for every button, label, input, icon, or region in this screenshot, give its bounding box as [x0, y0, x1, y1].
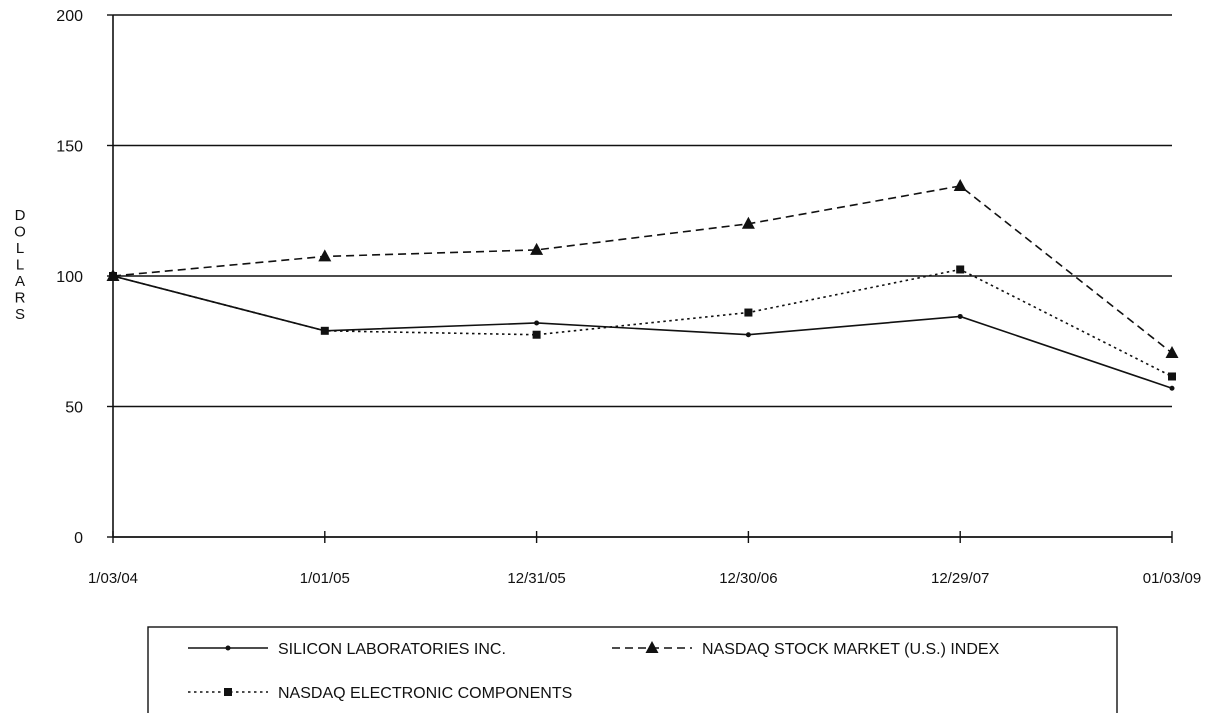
data-point-series-3	[109, 272, 117, 280]
series-lines	[106, 178, 1179, 391]
y-tick-label: 150	[56, 139, 83, 156]
data-point-series-3	[320, 326, 329, 335]
x-tick-label: 1/01/05	[300, 570, 350, 587]
y-tick-label: 50	[65, 400, 83, 417]
legend: SILICON LABORATORIES INC. NASDAQ STOCK MA…	[147, 626, 1118, 713]
axes	[107, 14, 1173, 543]
data-point-series-1	[1169, 385, 1175, 391]
y-tick-label: 200	[56, 8, 83, 25]
legend-item-2: NASDAQ STOCK MARKET (U.S.) INDEX	[612, 641, 1000, 658]
series-2	[106, 178, 1179, 358]
data-point-series-3	[956, 265, 965, 274]
data-point-series-3	[1168, 372, 1176, 381]
legend-marker	[645, 641, 659, 653]
y-tick-label: 0	[74, 530, 83, 547]
series-line-1	[112, 275, 1173, 389]
series-1	[110, 273, 1175, 391]
data-point-series-2	[1165, 345, 1179, 358]
legend-label: NASDAQ ELECTRONIC COMPONENTS	[278, 685, 572, 702]
x-tick-label: 1/03/04	[88, 570, 138, 587]
legend-marker	[225, 645, 231, 651]
data-point-series-2	[953, 178, 967, 191]
data-point-series-1	[957, 313, 963, 319]
x-tick-labels: 1/03/04 1/01/05 12/31/05 12/30/06 12/29/07 01…	[88, 570, 1201, 587]
x-tick-label: 01/03/09	[1143, 570, 1201, 587]
series-line-3	[112, 268, 1173, 378]
legend-item-1: SILICON LABORATORIES INC.	[188, 641, 506, 658]
legend-box	[147, 626, 1118, 713]
series-line-2	[112, 185, 1173, 354]
data-point-series-2	[530, 242, 544, 255]
y-tick-label: 100	[56, 269, 83, 286]
data-point-series-3	[532, 330, 541, 339]
x-tick-label: 12/31/05	[507, 570, 565, 587]
legend-label: SILICON LABORATORIES INC.	[278, 641, 506, 658]
legend-item-3: NASDAQ ELECTRONIC COMPONENTS	[188, 685, 572, 702]
legend-marker	[224, 688, 232, 696]
data-point-series-1	[745, 332, 751, 338]
x-tick-label: 12/29/07	[931, 570, 989, 587]
legend-label: NASDAQ STOCK MARKET (U.S.) INDEX	[702, 641, 1000, 658]
data-point-series-1	[534, 320, 540, 326]
y-tick-labels: 0 50 100 150 200	[56, 8, 83, 547]
x-tick-label: 12/30/06	[719, 570, 777, 587]
data-point-series-2	[318, 249, 332, 262]
series-3	[109, 265, 1176, 381]
gridlines	[113, 14, 1172, 538]
data-point-series-3	[744, 308, 753, 317]
data-point-series-2	[741, 216, 755, 229]
